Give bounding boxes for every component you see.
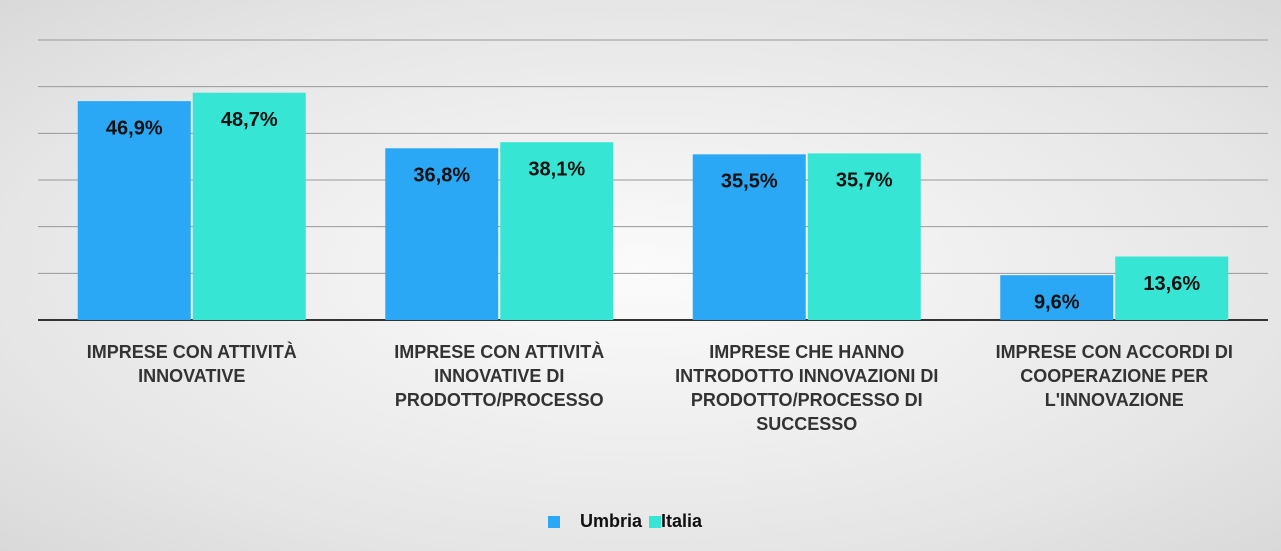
bar [77,101,191,320]
value-label: 35,7% [836,170,893,192]
bar [1000,275,1114,320]
x-tick-label: IMPRESE CON ATTIVITÀ INNOVATIVE DI PRODO… [394,342,605,410]
bar [500,142,614,320]
value-label: 9,6% [1034,291,1080,313]
bar [692,154,806,320]
legend-label: Italia [661,511,703,531]
value-label: 46,9% [106,117,163,139]
value-label: 38,1% [528,158,585,180]
value-label: 48,7% [221,109,278,131]
x-tick-label: IMPRESE CHE HANNO INTRODOTTO INNOVAZIONI… [675,342,939,434]
legend-label: Umbria [580,511,643,531]
x-tick-label: IMPRESE CON ATTIVITÀ INNOVATIVE [86,342,297,386]
legend-swatch [548,516,560,528]
value-label: 35,5% [721,171,778,193]
bar [807,153,921,320]
legend-swatch [649,516,662,528]
x-tick-label: IMPRESE CON ACCORDI DI COOPERAZIONE PER … [995,342,1233,410]
bar [192,92,306,320]
bar [1115,256,1229,320]
value-label: 36,8% [413,165,470,187]
value-label: 13,6% [1143,273,1200,295]
bar [385,148,499,320]
